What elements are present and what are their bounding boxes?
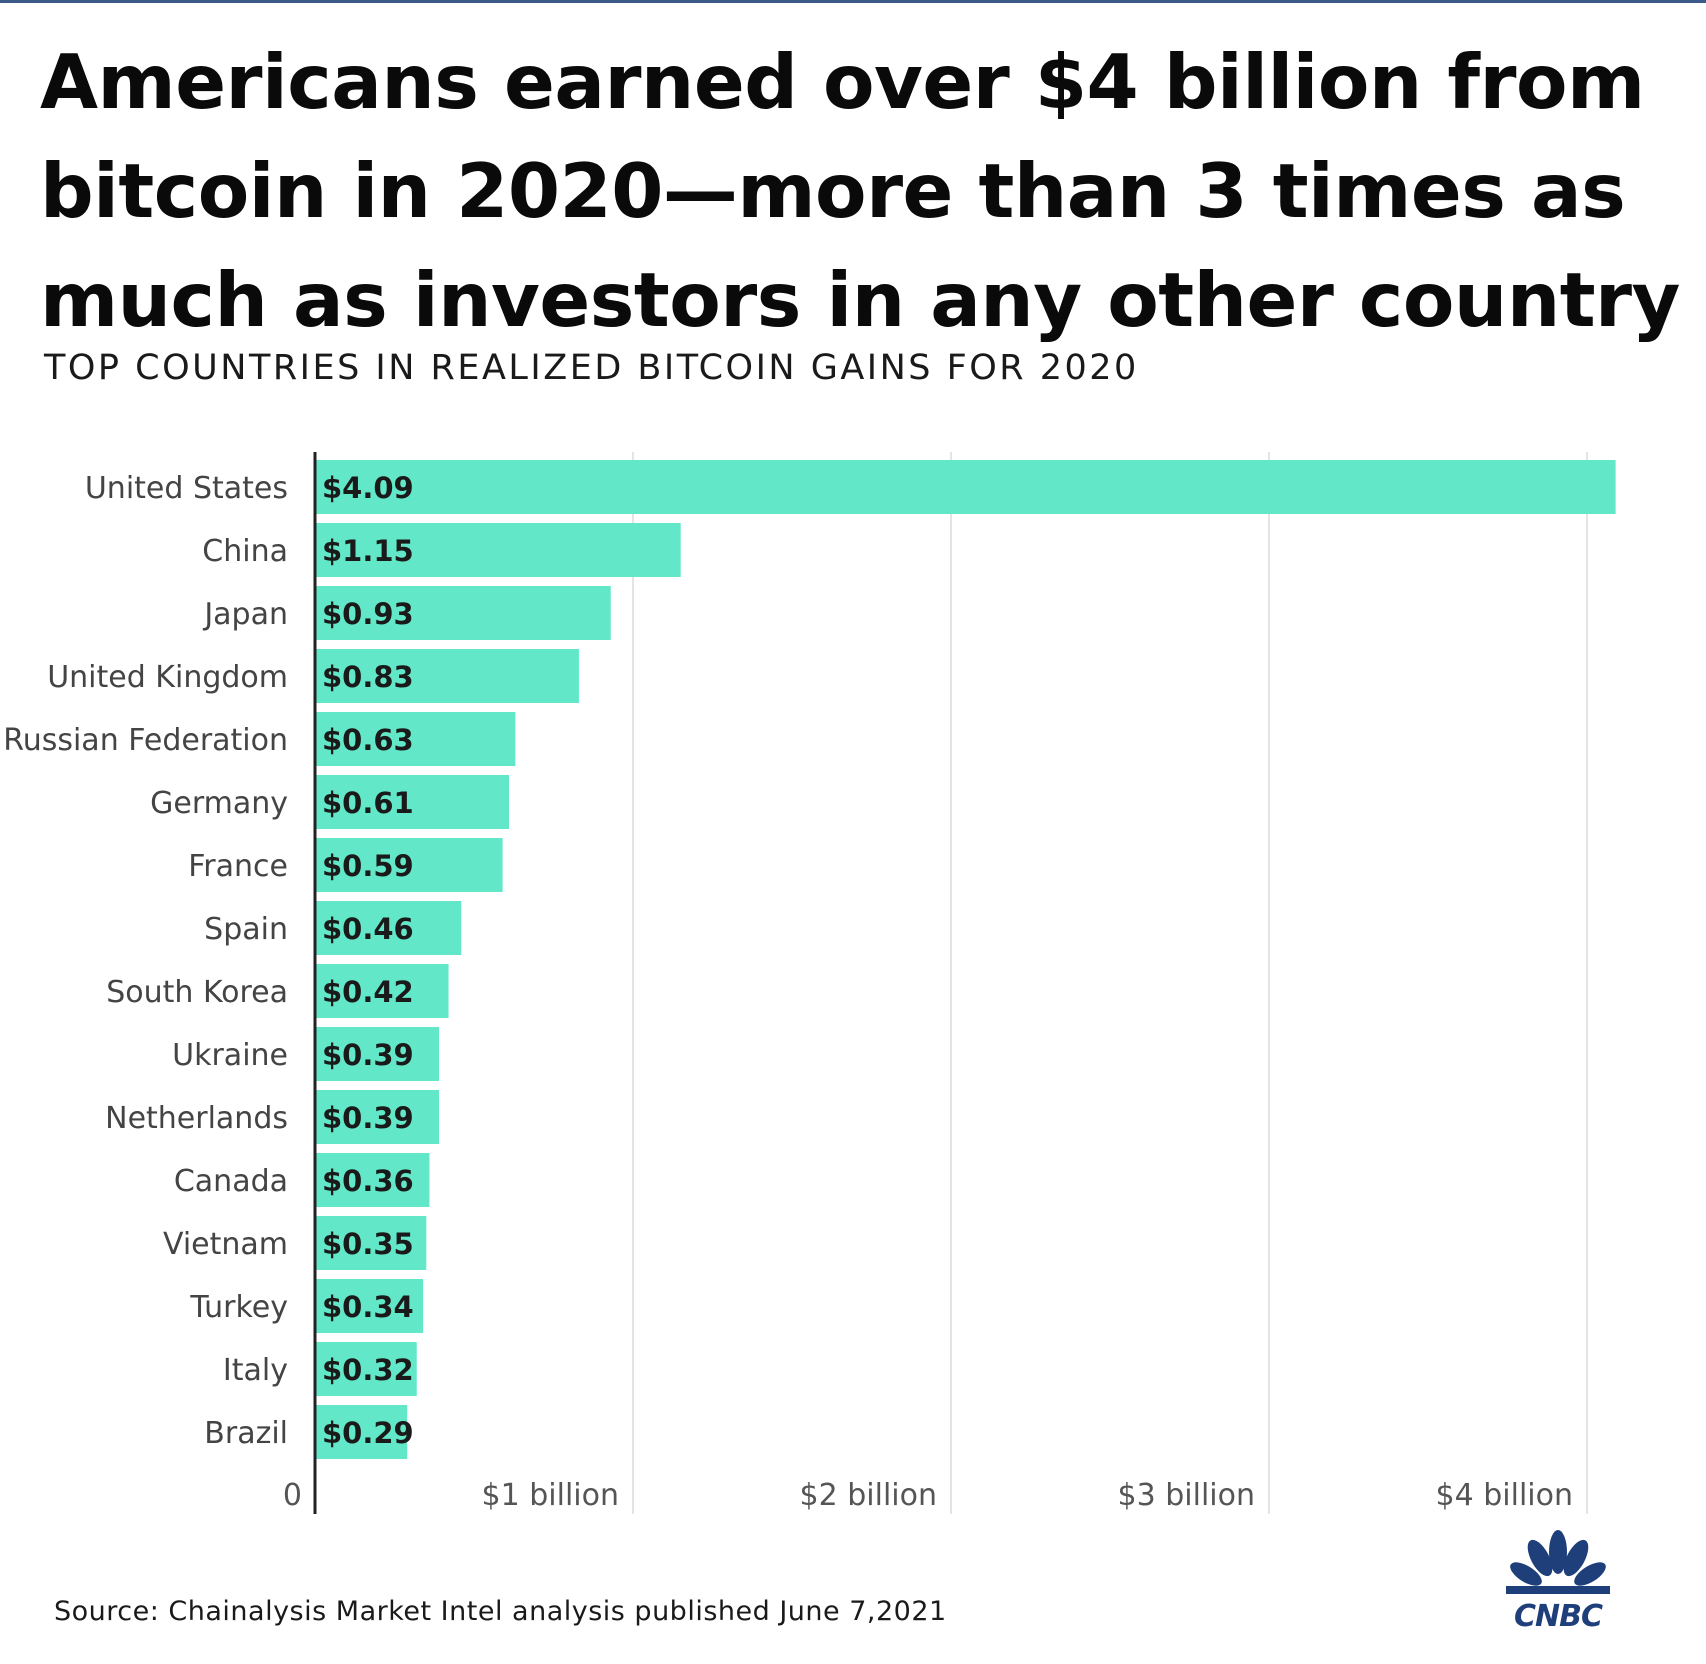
bar (315, 1216, 427, 1270)
top-rule (0, 0, 1706, 3)
chart-headline: Americans earned over $4 billion from bi… (40, 28, 1680, 355)
value-label: $0.32 (322, 1353, 414, 1387)
bar (315, 1405, 408, 1459)
category-label: Vietnam (163, 1227, 288, 1262)
category-label: Ukraine (172, 1038, 288, 1073)
category-label: Russian Federation (3, 723, 288, 758)
source-note: Source: Chainalysis Market Intel analysi… (54, 1596, 947, 1627)
x-tick-label: $3 billion (1118, 1478, 1255, 1513)
category-label: United States (85, 471, 288, 506)
value-label: $0.42 (322, 975, 414, 1009)
value-label: $0.29 (322, 1416, 414, 1450)
category-label: Canada (174, 1164, 288, 1199)
value-label: $0.35 (322, 1227, 414, 1261)
value-label: $0.46 (322, 912, 414, 946)
category-label: China (202, 534, 288, 569)
value-label: $0.36 (322, 1164, 414, 1198)
bar (315, 460, 1616, 514)
bar (315, 1090, 440, 1144)
headline-line-2: bitcoin in 2020—more than 3 times as (40, 147, 1626, 235)
bar (315, 901, 462, 955)
value-label: $0.39 (322, 1101, 414, 1135)
bar (315, 1153, 430, 1207)
cnbc-logo-text: CNBC (1514, 1599, 1603, 1632)
x-tick-label: $1 billion (482, 1478, 619, 1513)
x-tick-label: 0 (283, 1478, 302, 1513)
bar-chart: United States $4.09 China $1.15 Japan $0.93 Un… (3, 452, 1616, 1514)
chart-subtitle: TOP COUNTRIES IN REALIZED BITCOIN GAINS … (44, 348, 1139, 388)
bar (315, 964, 449, 1018)
bar (315, 1027, 440, 1081)
value-label: $0.59 (322, 849, 414, 883)
category-label: Netherlands (105, 1101, 288, 1136)
category-label: Brazil (204, 1416, 288, 1451)
value-label: $0.83 (322, 660, 414, 694)
category-label: United Kingdom (47, 660, 288, 695)
category-label: Turkey (189, 1290, 288, 1325)
bar (315, 838, 503, 892)
category-label: Japan (202, 597, 288, 632)
x-tick-label: $2 billion (800, 1478, 937, 1513)
headline-line-1: Americans earned over $4 billion from (40, 38, 1645, 126)
value-label: $0.63 (322, 723, 414, 757)
value-label: $4.09 (322, 471, 414, 505)
category-label: South Korea (106, 975, 288, 1010)
bar (315, 649, 579, 703)
category-label: Germany (150, 786, 288, 821)
bar (315, 775, 509, 829)
headline-line-3: much as investors in any other country (40, 256, 1680, 344)
bar (315, 1342, 417, 1396)
bar (315, 1279, 424, 1333)
value-label: $1.15 (322, 534, 414, 568)
x-tick-label: $4 billion (1436, 1478, 1573, 1513)
bar (315, 712, 516, 766)
bar (315, 523, 681, 577)
bar (315, 586, 611, 640)
cnbc-logo: CNBC (1506, 1530, 1610, 1632)
value-label: $0.61 (322, 786, 414, 820)
value-label: $0.39 (322, 1038, 414, 1072)
category-label: France (188, 849, 288, 884)
value-label: $0.34 (322, 1290, 414, 1324)
value-label: $0.93 (322, 597, 414, 631)
category-label: Italy (223, 1353, 288, 1388)
category-label: Spain (204, 912, 288, 947)
